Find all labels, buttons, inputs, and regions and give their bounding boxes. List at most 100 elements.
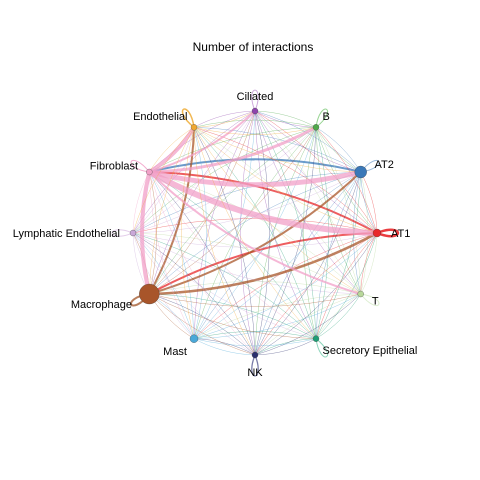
edge-mast-to-b: [193, 127, 317, 339]
edge-fibroblast-to-nk: [149, 171, 256, 356]
edge-secretory-epithelial-to-at1: [315, 232, 378, 339]
node-at1: [372, 228, 382, 238]
self-loop-nk: [251, 354, 259, 377]
node-label-mast: Mast: [163, 346, 187, 358]
edge-ciliated-to-b: [254, 110, 317, 128]
node-t: [357, 290, 364, 298]
node-label-at1: AT1: [391, 228, 410, 240]
edge-t-to-ciliated: [254, 110, 361, 295]
edge-fibroblast-to-mast: [149, 171, 195, 339]
node-label-ciliated: Ciliated: [237, 91, 274, 103]
edge-at2-to-ciliated: [254, 110, 361, 173]
edge-endothelial-to-mast: [181, 127, 195, 339]
edge-fibroblast-to-t: [148, 171, 362, 295]
self-loop-ciliated: [251, 89, 259, 112]
self-loop-at1: [376, 228, 400, 238]
edge-endothelial-to-lymphatic-endothelial: [132, 127, 195, 234]
node-label-t: T: [372, 296, 379, 308]
self-loop-b: [315, 108, 328, 128]
node-label-b: B: [323, 111, 330, 123]
edge-at2-to-fibroblast: [148, 158, 362, 173]
edge-nk-to-t: [254, 293, 361, 356]
node-b: [312, 124, 320, 131]
self-loop-fibroblast: [130, 160, 150, 173]
edge-fibroblast-to-lymphatic-endothelial: [132, 171, 150, 234]
edge-endothelial-to-ciliated: [193, 110, 256, 128]
node-macrophage: [139, 283, 160, 305]
edge-b-to-ciliated: [254, 110, 317, 128]
edge-fibroblast-to-b: [147, 125, 318, 174]
node-mast: [189, 334, 199, 343]
node-label-at2: AT2: [375, 159, 394, 171]
edge-b-to-secretory-epithelial: [303, 127, 317, 339]
edge-fibroblast-to-secretory-epithelial: [149, 171, 317, 339]
node-label-nk: NK: [247, 367, 263, 379]
edge-lymphatic-endothelial-to-t: [132, 232, 361, 295]
node-label-macrophage: Macrophage: [71, 299, 132, 311]
edge-fibroblast-to-macrophage: [140, 170, 152, 296]
edge-endothelial-to-at2: [193, 127, 361, 173]
self-loop-t: [360, 293, 380, 306]
edge-t-to-lymphatic-endothelial: [132, 232, 361, 295]
edge-endothelial-to-at1: [193, 127, 378, 234]
edge-secretory-epithelial-to-nk: [254, 338, 317, 356]
edge-macrophage-to-nk: [149, 293, 256, 356]
edge-macrophage-to-b: [149, 127, 317, 295]
labels-layer: Ciliated B AT2 AT1 T Secretory Epithelial NK Ma…: [13, 91, 418, 379]
edge-at2-to-mast: [193, 171, 361, 339]
edge-b-to-mast: [193, 127, 317, 339]
edge-ciliated-to-endothelial: [193, 110, 256, 128]
edge-lymphatic-endothelial-to-b: [132, 127, 317, 234]
edge-b-to-macrophage: [149, 127, 317, 295]
edge-secretory-epithelial-to-endothelial: [193, 127, 317, 339]
edge-at1-to-fibroblast: [148, 171, 378, 234]
edge-at1-to-lymphatic-endothelial: [132, 218, 378, 234]
node-secretory-epithelial: [312, 335, 320, 342]
edge-at1-to-endothelial: [193, 127, 378, 234]
edge-nk-to-at2: [254, 171, 361, 356]
node-label-secretory-epithelial: Secretory Epithelial: [323, 345, 418, 357]
edge-endothelial-to-t: [193, 127, 361, 295]
edge-macrophage-to-at1: [148, 231, 379, 296]
node-endothelial: [190, 124, 198, 131]
edge-mast-to-nk: [193, 338, 256, 356]
edge-fibroblast-to-endothelial: [147, 125, 196, 174]
edge-endothelial-to-macrophage: [149, 127, 195, 295]
edge-macrophage-to-t: [149, 293, 361, 307]
node-nk: [251, 351, 259, 359]
edge-endothelial-to-nk: [193, 127, 256, 356]
edge-secretory-epithelial-to-t: [315, 293, 361, 339]
edge-at2-to-macrophage: [149, 171, 361, 295]
edge-mast-to-endothelial: [193, 127, 207, 339]
edge-at2-to-nk: [254, 171, 361, 356]
edge-mast-to-at1: [193, 232, 378, 339]
edge-t-to-secretory-epithelial: [315, 293, 361, 339]
edge-secretory-epithelial-to-fibroblast: [149, 171, 317, 339]
edge-nk-to-endothelial: [193, 127, 256, 356]
edge-macrophage-to-at2: [148, 171, 362, 295]
chart-title: Number of interactions: [193, 40, 314, 54]
edge-at1-to-macrophage: [148, 232, 378, 295]
edge-t-to-at1: [360, 232, 378, 295]
edge-nk-to-fibroblast: [149, 171, 256, 356]
edge-b-to-nk: [254, 127, 317, 356]
edge-nk-to-mast: [193, 338, 256, 356]
edge-nk-to-secretory-epithelial: [254, 338, 317, 356]
edge-mast-to-ciliated: [193, 110, 256, 339]
node-label-lymphatic-endothelial: Lymphatic Endothelial: [13, 228, 120, 240]
edge-mast-to-secretory-epithelial: [193, 338, 317, 347]
edge-fibroblast-to-at2: [146, 169, 364, 188]
self-loop-at2: [360, 160, 380, 173]
node-fibroblast: [146, 168, 153, 176]
edge-macrophage-to-ciliated: [149, 110, 256, 295]
edge-secretory-epithelial-to-lymphatic-endothelial: [132, 232, 317, 339]
edge-at1-to-b: [315, 127, 378, 234]
edges-layer: [132, 110, 380, 356]
edge-secretory-epithelial-to-b: [315, 127, 329, 339]
self-loop-lymphatic-endothelial: [111, 229, 134, 237]
edge-nk-to-ciliated: [254, 110, 270, 356]
nodes-layer: [129, 107, 382, 359]
node-ciliated: [251, 107, 259, 115]
